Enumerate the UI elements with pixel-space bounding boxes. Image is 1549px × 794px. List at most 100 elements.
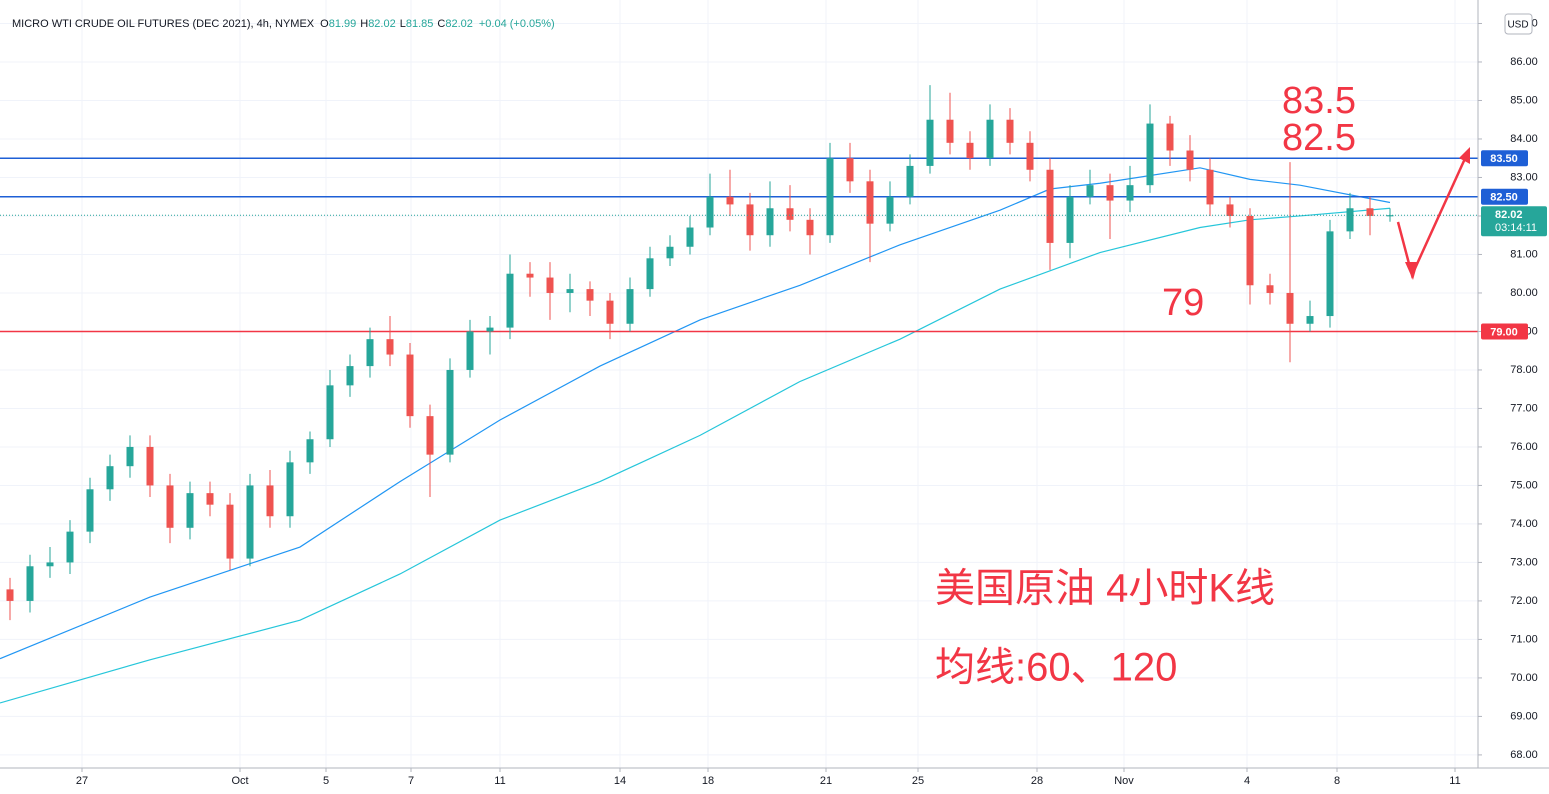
annotation: 79 (1162, 282, 1204, 324)
candle-body (1346, 208, 1354, 232)
ohlc-key: C (437, 18, 445, 30)
candle-body (786, 208, 794, 220)
candle-body (846, 158, 854, 182)
ohlc-value: 82.02 (445, 18, 473, 30)
y-tick-label: 68.00 (1510, 749, 1538, 761)
candle-body (1286, 292, 1294, 324)
x-tick-label: 25 (912, 775, 924, 787)
x-tick-label: Nov (1114, 775, 1134, 787)
candle-body (1046, 169, 1054, 243)
annotation: 83.5 (1282, 80, 1356, 122)
candle-body (526, 273, 534, 278)
moving-average (0, 167, 1391, 660)
candle-body (886, 196, 894, 224)
y-tick-label: 75.00 (1510, 479, 1538, 491)
candle-body (686, 227, 694, 247)
level-badge (1481, 150, 1528, 167)
candle-body (6, 589, 14, 601)
currency: USD (1507, 20, 1528, 31)
candle-body (706, 196, 714, 228)
level-badge (1481, 323, 1528, 340)
candle-body (946, 119, 954, 143)
grid (0, 0, 1478, 768)
y-tick-label: 72.00 (1510, 595, 1538, 607)
candle-body (386, 339, 394, 355)
x-tick-label: 5 (323, 775, 329, 787)
ohlc-value: 81.99 (329, 18, 357, 30)
ohlc: O81.99 H82.02 L81.85 C82.02 (320, 18, 473, 30)
y-tick-label: 81.00 (1510, 248, 1538, 260)
candle-body (1006, 119, 1014, 143)
y-tick-label: 71.00 (1510, 633, 1538, 645)
x-tick-label: 11 (1449, 775, 1460, 787)
candle-body (866, 181, 874, 224)
candle-body (46, 562, 54, 567)
candle-body (626, 289, 634, 324)
candle-body (1146, 123, 1154, 186)
x-tick-label: 7 (408, 775, 414, 787)
ohlc-key: H (360, 18, 368, 30)
ohlc-value: 82.02 (368, 18, 396, 30)
y-tick-label: 86.00 (1510, 56, 1538, 68)
candle-body (1066, 196, 1074, 243)
currency-box (1504, 13, 1533, 35)
x-tick-label: 28 (1031, 775, 1043, 787)
candle-body (406, 354, 414, 417)
x-tick-label: 21 (820, 775, 832, 787)
level-badge (1481, 188, 1528, 205)
candle-body (766, 208, 774, 236)
candle-body (906, 165, 914, 197)
candle-body (1366, 208, 1374, 216)
y-tick-label: 74.00 (1510, 518, 1538, 530)
x-tick-label: Oct (231, 775, 248, 787)
annotation: 82.5 (1282, 117, 1356, 159)
countdown: 03:14:11 (1495, 222, 1537, 234)
candle-body (586, 289, 594, 301)
arrow-head (1405, 262, 1418, 280)
y-tick-label: 83.00 (1510, 171, 1538, 183)
plot (0, 85, 1478, 704)
y-tick-label: 69.00 (1510, 710, 1538, 722)
candle-body (1226, 204, 1234, 216)
candle-body (426, 416, 434, 455)
x-tick-label: 27 (76, 775, 88, 787)
candle-body (346, 366, 354, 386)
annotation: 美国原油 4小时K线 (935, 567, 1275, 611)
candle-body (226, 504, 234, 559)
candle-body (546, 277, 554, 293)
candle-body (106, 466, 114, 490)
candle-body (1186, 150, 1194, 170)
candle-body (66, 531, 74, 563)
candle-body (1246, 215, 1254, 286)
y-tick-label: 76.00 (1510, 441, 1538, 453)
y-tick-label: 77.00 (1510, 402, 1538, 414)
candle-body (1206, 169, 1214, 205)
ohlc-value: 81.85 (406, 18, 434, 30)
x-tick-label: 14 (614, 775, 626, 787)
candle-body (286, 462, 294, 517)
candle-body (826, 158, 834, 236)
candle-body (166, 485, 174, 528)
annotation: 均线:60、120 (935, 646, 1177, 690)
candle-body (986, 119, 994, 159)
candle-body (306, 439, 314, 463)
last-price-label: 82.02 (1495, 209, 1523, 221)
ohlc-key: L (400, 18, 406, 30)
candle-body (1106, 185, 1114, 201)
candle-body (1026, 142, 1034, 170)
candle-body (506, 273, 514, 328)
candle-body (26, 566, 34, 601)
candle-body (1086, 185, 1094, 197)
candle-body (206, 493, 214, 505)
level-label: 82.50 (1490, 192, 1518, 204)
y-tick-label: 80.00 (1510, 287, 1538, 299)
candle-body (1266, 285, 1274, 293)
x-tick-label: 8 (1334, 775, 1340, 787)
candle-body (446, 369, 454, 455)
x-tick-label: 4 (1244, 775, 1250, 787)
candle-body (606, 300, 614, 324)
last-price-badge (1481, 206, 1547, 237)
level-label: 83.50 (1490, 153, 1518, 165)
